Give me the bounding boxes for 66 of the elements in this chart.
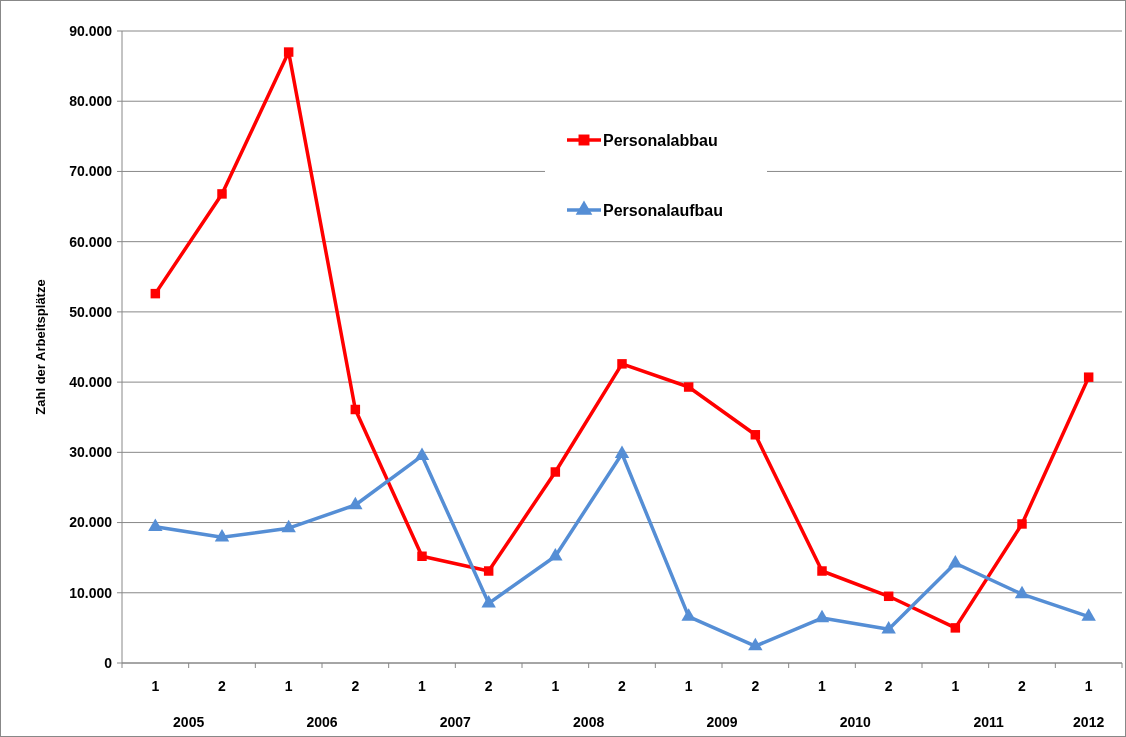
x-tick-label: 2 [218, 678, 227, 694]
y-tick-label: 50.000 [69, 303, 113, 320]
point [1081, 608, 1096, 621]
point [748, 637, 763, 651]
legend-label: Personalaufbau [603, 201, 724, 219]
point [881, 620, 896, 634]
point [217, 189, 227, 199]
y-tick-label: 0 [104, 654, 113, 671]
x-tick-label: 1 [951, 678, 960, 694]
y-tick-label: 40.000 [69, 374, 113, 391]
point [481, 594, 496, 608]
point [417, 551, 427, 562]
point [614, 445, 630, 458]
point [750, 430, 761, 440]
y-tick-label: 30.000 [69, 444, 113, 461]
point [617, 359, 627, 369]
point [414, 447, 430, 461]
x-tick-label: 1 [684, 678, 693, 694]
x-tick-label: 2 [618, 678, 627, 694]
point [150, 288, 161, 299]
point [148, 518, 163, 531]
x-tick-label: 1 [551, 678, 560, 694]
point [1017, 519, 1027, 529]
y-tick-label: 10.000 [69, 584, 113, 601]
text: 2005 [173, 714, 205, 730]
text: 2012 [1073, 714, 1105, 730]
point [483, 566, 494, 576]
point [814, 609, 830, 623]
text: 2009 [706, 714, 738, 730]
y-axis-title: Zahl der Arbeitsplätze [33, 279, 48, 415]
point [883, 591, 894, 602]
y-tick-label: 90.000 [69, 22, 113, 39]
point [683, 382, 694, 392]
point [1014, 585, 1030, 599]
point [281, 519, 296, 533]
text: 2011 [973, 714, 1005, 730]
point [681, 608, 696, 621]
text: 2006 [306, 714, 338, 730]
x-tick-label: 2 [484, 678, 493, 694]
y-tick-label: 80.000 [69, 93, 113, 110]
text: 2008 [573, 714, 605, 730]
x-tick-label: 1 [284, 678, 293, 694]
x-tick-label: 1 [418, 678, 427, 694]
point [548, 547, 563, 561]
x-tick-label: 1 [818, 678, 827, 694]
point [283, 47, 294, 57]
y-tick-label: 60.000 [69, 233, 113, 250]
point [214, 528, 230, 542]
point [350, 404, 361, 415]
x-tick-label: 1 [1084, 678, 1093, 694]
x-tick-label: 2 [751, 678, 760, 694]
x-tick-label: 1 [151, 678, 160, 694]
point [348, 496, 363, 510]
y-tick-label: 70.000 [69, 163, 113, 180]
y-tick-label: 20.000 [69, 514, 113, 531]
point [948, 554, 963, 568]
text: 2010 [839, 714, 872, 730]
point [950, 623, 961, 633]
text: 2007 [439, 714, 472, 730]
point [817, 566, 827, 576]
x-tick-label: 2 [351, 678, 360, 694]
point [1083, 372, 1094, 382]
point [550, 467, 561, 477]
x-tick-label: 2 [884, 678, 893, 694]
legend-label: Personalabbau [603, 131, 718, 149]
x-tick-label: 2 [1018, 678, 1027, 694]
